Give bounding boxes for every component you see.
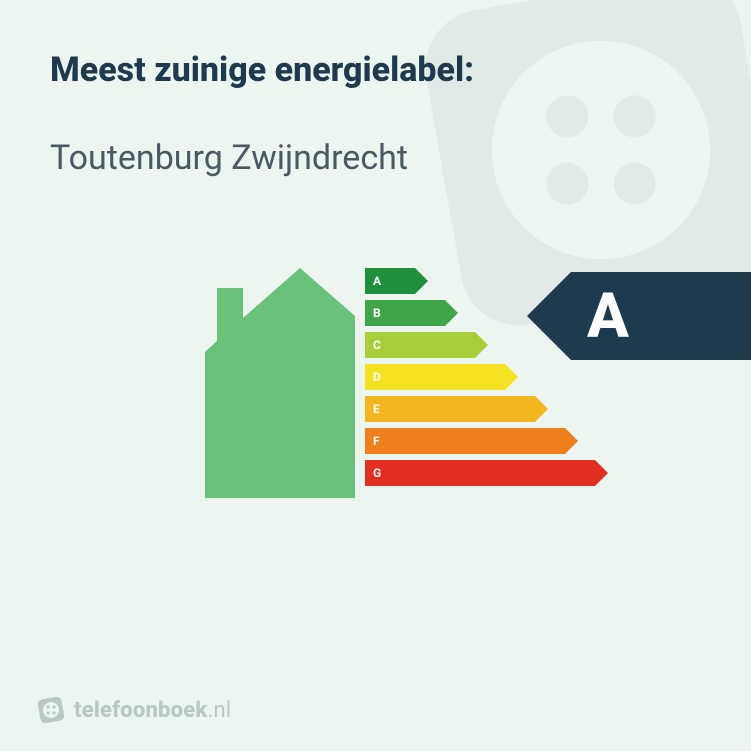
energy-bar-body [365,396,535,422]
house-icon [205,268,355,498]
energy-bar-letter: D [373,370,381,384]
energy-bar-f: F [365,428,625,454]
card: Meest zuinige energielabel: Toutenburg Z… [0,0,751,751]
energy-bar-d: D [365,364,625,390]
badge-letter: A [587,280,629,353]
badge-body: A [571,272,751,360]
energy-bar-tip [565,428,578,454]
energy-bar-body [365,364,505,390]
footer: telefoonboek.nl [38,697,231,723]
energy-bar-e: E [365,396,625,422]
energy-bar-letter: G [373,466,381,480]
energy-bar-tip [415,268,428,294]
brand-text-bold: telefoonboek [74,698,207,723]
energy-bar-body [365,460,595,486]
energy-bar-letter: B [373,306,381,320]
rating-badge: A [527,272,751,360]
location-name: Toutenburg Zwijndrecht [50,138,701,178]
graphic-zone: A B C D E F G A [50,238,701,721]
energy-bar-letter: C [373,338,381,352]
house-shape [205,268,355,498]
energy-bar-tip [505,364,518,390]
brand-text: telefoonboek.nl [74,698,231,723]
brand-text-thin: .nl [207,698,231,723]
energy-bar-letter: E [373,402,380,416]
energy-bar-tip [535,396,548,422]
page-title: Meest zuinige energielabel: [50,50,701,90]
energy-bar-g: G [365,460,625,486]
energy-bar-letter: A [373,274,381,288]
energy-bar-tip [445,300,458,326]
energy-bar-body [365,428,565,454]
brand-logo-icon [38,697,64,723]
energy-bar-tip [595,460,608,486]
badge-arrowhead [527,272,571,360]
energy-bar-letter: F [373,434,380,448]
energy-bar-body [365,332,475,358]
energy-bar-tip [475,332,488,358]
